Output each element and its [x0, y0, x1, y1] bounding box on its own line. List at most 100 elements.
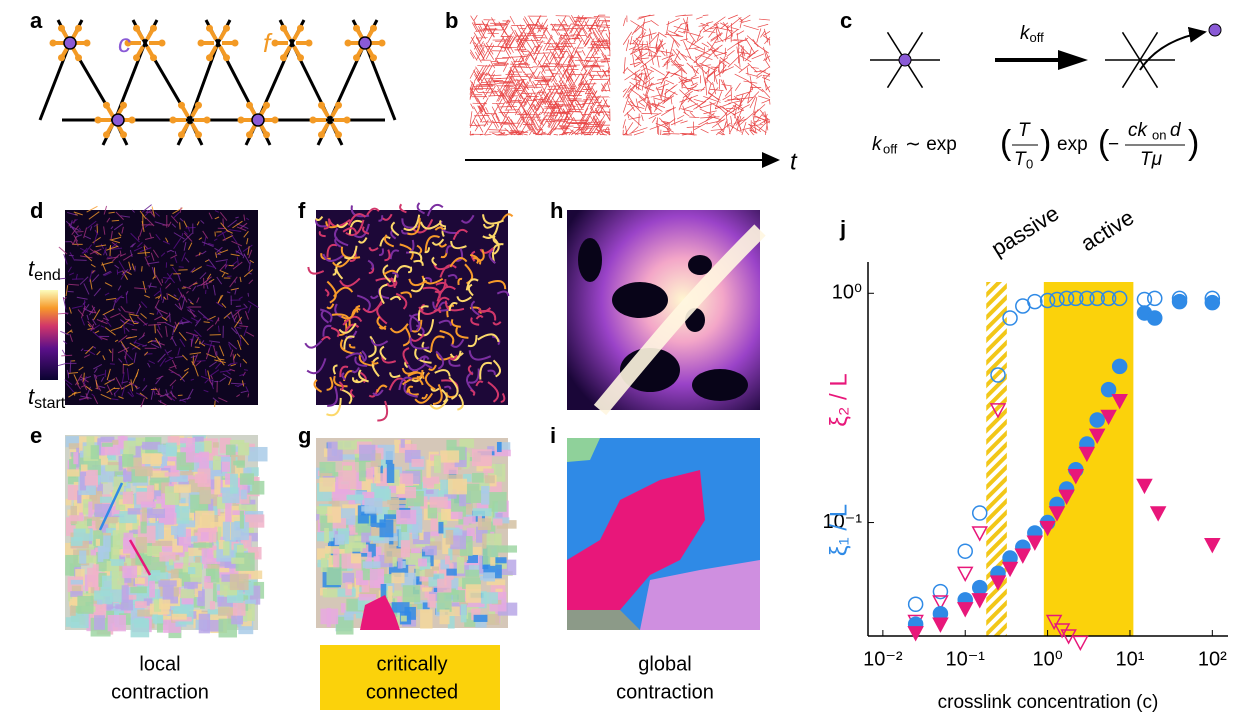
cluster	[207, 609, 226, 618]
filament	[511, 61, 518, 72]
filament	[682, 103, 699, 110]
streak	[71, 225, 79, 236]
filament	[569, 108, 584, 111]
filament	[740, 127, 753, 131]
filament	[590, 108, 600, 125]
point	[957, 543, 973, 559]
streak	[141, 204, 152, 213]
streak	[89, 226, 93, 231]
filament	[568, 100, 587, 102]
cluster	[384, 573, 393, 584]
filament	[529, 128, 534, 136]
filament	[699, 102, 717, 109]
streak	[220, 222, 229, 233]
filament	[627, 100, 636, 112]
arrow-head	[83, 39, 91, 47]
streak	[62, 297, 67, 310]
filament	[562, 118, 570, 130]
void	[612, 282, 668, 318]
filament	[590, 95, 601, 111]
streak	[91, 393, 95, 397]
cluster-violet	[640, 560, 760, 630]
filament	[504, 127, 512, 136]
streak	[88, 350, 96, 356]
cluster	[207, 549, 213, 559]
streak	[173, 294, 177, 297]
filament	[475, 119, 484, 133]
arrow-head	[297, 24, 304, 32]
filament	[661, 80, 666, 95]
streak	[118, 335, 128, 343]
filament	[562, 23, 572, 40]
streak	[189, 308, 196, 318]
streak	[357, 237, 368, 244]
streak	[131, 242, 136, 248]
filament	[498, 130, 505, 136]
filament	[644, 82, 654, 89]
streak	[215, 301, 224, 308]
streak	[111, 236, 122, 241]
streak	[327, 385, 338, 407]
filament	[764, 111, 769, 131]
cluster	[245, 514, 265, 528]
filament	[632, 39, 640, 47]
cluster	[140, 521, 147, 534]
streak	[216, 246, 223, 253]
filament	[706, 66, 710, 83]
filament	[568, 78, 578, 94]
streak	[488, 249, 496, 264]
cluster	[317, 548, 326, 563]
cluster	[184, 547, 204, 556]
filament	[479, 133, 484, 136]
cluster	[71, 585, 82, 594]
streak	[195, 320, 199, 324]
streak	[104, 292, 110, 296]
cluster	[411, 502, 423, 515]
filament	[523, 71, 528, 78]
filament	[484, 134, 492, 136]
cluster	[418, 580, 434, 590]
streak	[111, 247, 123, 250]
filament	[488, 74, 502, 77]
streak	[79, 255, 93, 259]
streak	[59, 277, 66, 280]
streak	[429, 398, 449, 410]
cluster	[457, 578, 465, 588]
streak	[204, 259, 210, 263]
streak	[248, 279, 254, 285]
point	[1147, 290, 1163, 307]
streak	[145, 209, 149, 214]
cluster	[84, 476, 98, 486]
streak	[382, 264, 392, 283]
filament	[509, 66, 515, 76]
filament	[701, 55, 713, 60]
filament	[630, 126, 639, 134]
filament	[641, 40, 644, 53]
filament	[577, 107, 589, 125]
filament	[477, 105, 485, 118]
arrow-head	[305, 39, 313, 47]
streak	[125, 327, 130, 332]
filament	[629, 127, 648, 134]
filament	[509, 15, 515, 25]
cluster	[79, 503, 84, 522]
streak	[403, 383, 418, 398]
streak	[428, 364, 437, 372]
streak	[203, 281, 213, 286]
filament	[718, 66, 721, 78]
arrow-head	[169, 116, 177, 124]
filament	[753, 42, 769, 54]
streak	[416, 202, 425, 215]
streak	[181, 354, 188, 361]
cluster	[370, 453, 382, 467]
filament	[491, 17, 497, 26]
streak	[200, 219, 205, 224]
formula-minus: −	[1108, 134, 1119, 155]
filament	[543, 76, 555, 78]
streak	[65, 220, 75, 230]
cluster	[140, 501, 157, 508]
streak	[150, 252, 155, 261]
crosslink-label: c	[118, 28, 131, 58]
filament	[632, 32, 643, 44]
streak	[326, 376, 334, 391]
